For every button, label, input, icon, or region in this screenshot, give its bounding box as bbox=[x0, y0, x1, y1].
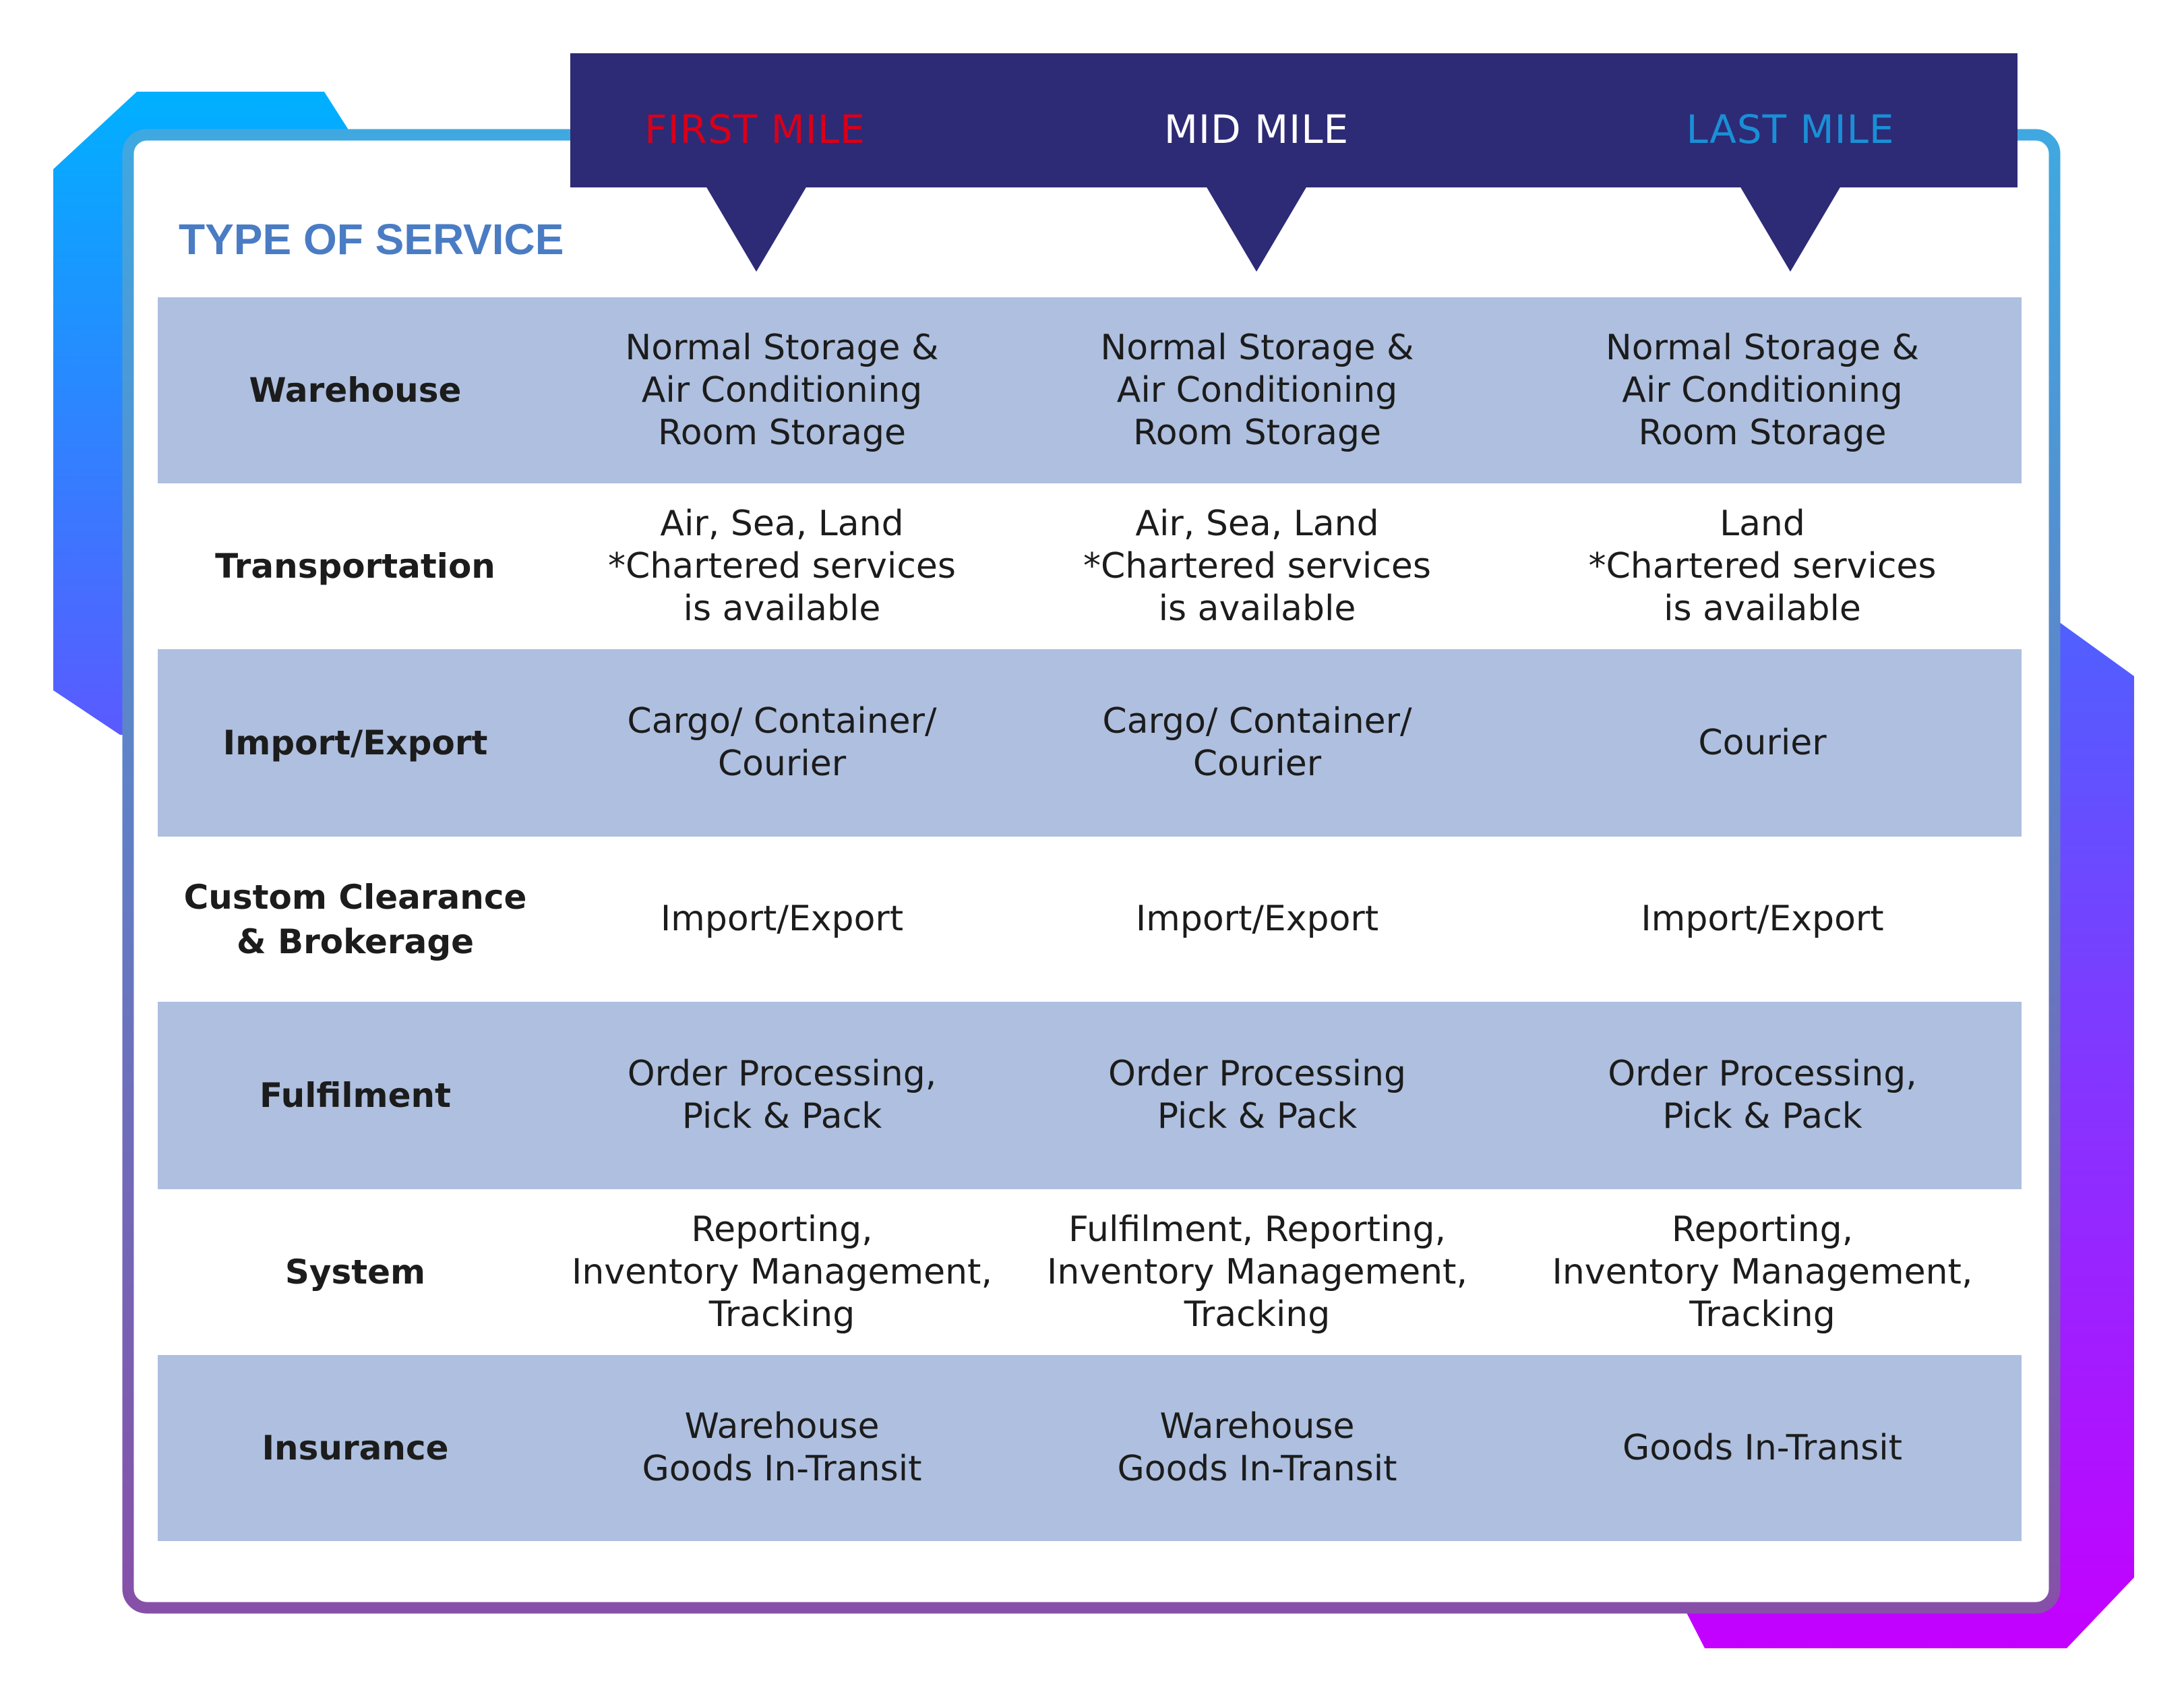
table-cell: Normal Storage & Air Conditioning Room S… bbox=[1605, 327, 1920, 453]
table-cell: Reporting, Inventory Management, Trackin… bbox=[572, 1209, 992, 1335]
table-cell: Cargo/ Container/ Courier bbox=[627, 701, 937, 784]
table-cell: Goods In-Transit bbox=[1622, 1427, 1903, 1468]
table-cell: Order Processing, Pick & Pack bbox=[1608, 1054, 1917, 1137]
header-last-mile: LAST MILE bbox=[1686, 107, 1895, 152]
table-cell: Warehouse Goods In-Transit bbox=[1117, 1406, 1397, 1489]
table-cell: Order Processing, Pick & Pack bbox=[627, 1054, 937, 1137]
header-band bbox=[570, 53, 2018, 187]
table-cell: Fulfilment, Reporting, Inventory Managem… bbox=[1047, 1209, 1467, 1335]
header-first-mile: FIRST MILE bbox=[644, 107, 866, 152]
header-mid-mile: MID MILE bbox=[1163, 107, 1349, 152]
type-of-service-title: TYPE OF SERVICE bbox=[179, 215, 564, 264]
table-cell: Import/Export bbox=[1135, 899, 1379, 939]
table-cell: Land *Chartered services is available bbox=[1588, 503, 1937, 629]
table-cell: Courier bbox=[1698, 722, 1827, 763]
table-cell: Reporting, Inventory Management, Trackin… bbox=[1552, 1209, 1973, 1335]
row-label: Fulfilment bbox=[259, 1076, 452, 1115]
table-row-import-export: Import/Export Cargo/ Container/ Courier … bbox=[158, 649, 2022, 837]
row-label: Custom Clearance & Brokerage bbox=[183, 877, 527, 961]
table-cell: Warehouse Goods In-Transit bbox=[642, 1406, 922, 1489]
table-row-system: System Reporting, Inventory Management, … bbox=[158, 1189, 2022, 1355]
table-row-insurance: Insurance Warehouse Goods In-Transit War… bbox=[158, 1355, 2022, 1541]
last-mile-pointer bbox=[1740, 186, 1841, 272]
table-row-transportation: Transportation Air, Sea, Land *Chartered… bbox=[158, 483, 2022, 649]
table-cell: Order Processing Pick & Pack bbox=[1108, 1054, 1406, 1137]
table-cell: Import/Export bbox=[660, 899, 904, 939]
service-table: Warehouse Normal Storage & Air Condition… bbox=[158, 297, 2022, 1541]
row-label: Warehouse bbox=[249, 371, 462, 410]
table-cell: Air, Sea, Land *Chartered services is av… bbox=[1083, 503, 1431, 629]
table-row-fulfilment: Fulfilment Order Processing, Pick & Pack… bbox=[158, 1002, 2022, 1189]
table-cell: Normal Storage & Air Conditioning Room S… bbox=[625, 327, 939, 453]
row-label: Import/Export bbox=[222, 723, 488, 762]
row-label: Transportation bbox=[215, 547, 495, 586]
row-label: System bbox=[284, 1253, 426, 1292]
first-mile-pointer bbox=[706, 186, 807, 272]
mid-mile-pointer bbox=[1206, 186, 1307, 272]
table-cell: Import/Export bbox=[1641, 899, 1884, 939]
table-cell: Air, Sea, Land *Chartered services is av… bbox=[607, 503, 956, 629]
table-row-custom-clearance: Custom Clearance & Brokerage Import/Expo… bbox=[158, 837, 2022, 1002]
row-label: Insurance bbox=[262, 1429, 449, 1468]
table-cell: Normal Storage & Air Conditioning Room S… bbox=[1100, 327, 1414, 453]
table-cell: Cargo/ Container/ Courier bbox=[1102, 701, 1412, 784]
table-row-warehouse: Warehouse Normal Storage & Air Condition… bbox=[158, 297, 2022, 483]
